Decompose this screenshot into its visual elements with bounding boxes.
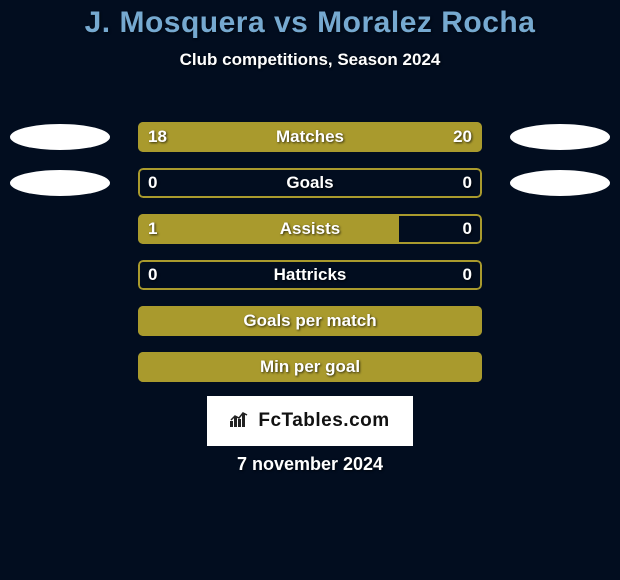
page-title: J. Mosquera vs Moralez Rocha [0, 0, 620, 40]
canvas: J. Mosquera vs Moralez Rocha Club compet… [0, 0, 620, 580]
player-badge-right [510, 124, 610, 150]
footer-date: 7 november 2024 [0, 454, 620, 475]
comparison-rows: 1820Matches 00Goals 10Assists 00Hattricks Go… [0, 122, 620, 398]
chart-icon [230, 411, 250, 431]
stat-row: 10Assists [0, 214, 620, 246]
player-badge-left [10, 170, 110, 196]
stat-bar: 1820Matches [138, 122, 482, 152]
page-subtitle: Club competitions, Season 2024 [0, 50, 620, 70]
stat-row: 00Hattricks [0, 260, 620, 292]
stat-label: Goals [138, 168, 482, 198]
footer-brand-text: FcTables.com [258, 410, 389, 432]
stat-row: Goals per match [0, 306, 620, 338]
stat-label: Matches [138, 122, 482, 152]
stat-row: Min per goal [0, 352, 620, 384]
footer-logo: FcTables.com [207, 396, 413, 446]
stat-row: 00Goals [0, 168, 620, 200]
stat-label: Goals per match [138, 306, 482, 336]
stat-bar: Goals per match [138, 306, 482, 336]
player-badge-right [510, 170, 610, 196]
stat-label: Assists [138, 214, 482, 244]
stat-label: Min per goal [138, 352, 482, 382]
stat-bar: Min per goal [138, 352, 482, 382]
stat-bar: 10Assists [138, 214, 482, 244]
stat-row: 1820Matches [0, 122, 620, 154]
player-badge-left [10, 124, 110, 150]
stat-bar: 00Goals [138, 168, 482, 198]
stat-bar: 00Hattricks [138, 260, 482, 290]
stat-label: Hattricks [138, 260, 482, 290]
